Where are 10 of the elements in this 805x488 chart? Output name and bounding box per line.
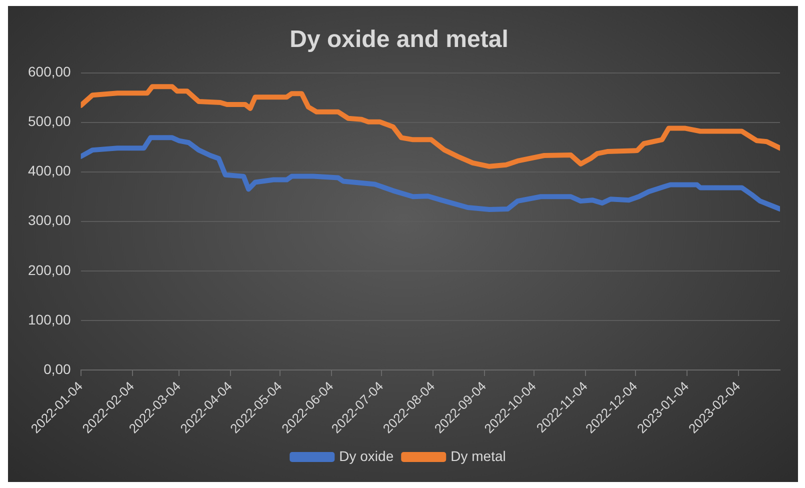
legend-label: Dy oxide [339,448,394,464]
chart-title: Dy oxide and metal [290,26,508,54]
y-tick-label: 100,00 [28,311,72,328]
legend-label: Dy metal [450,448,506,464]
y-tick-label: 600,00 [28,64,72,80]
y-tick-label: 200,00 [28,262,72,278]
y-tick-label: 400,00 [28,162,72,179]
y-tick-label: 300,00 [28,212,72,228]
y-tick-label: 0,00 [44,360,72,377]
y-tick-label: 500,00 [28,113,72,130]
